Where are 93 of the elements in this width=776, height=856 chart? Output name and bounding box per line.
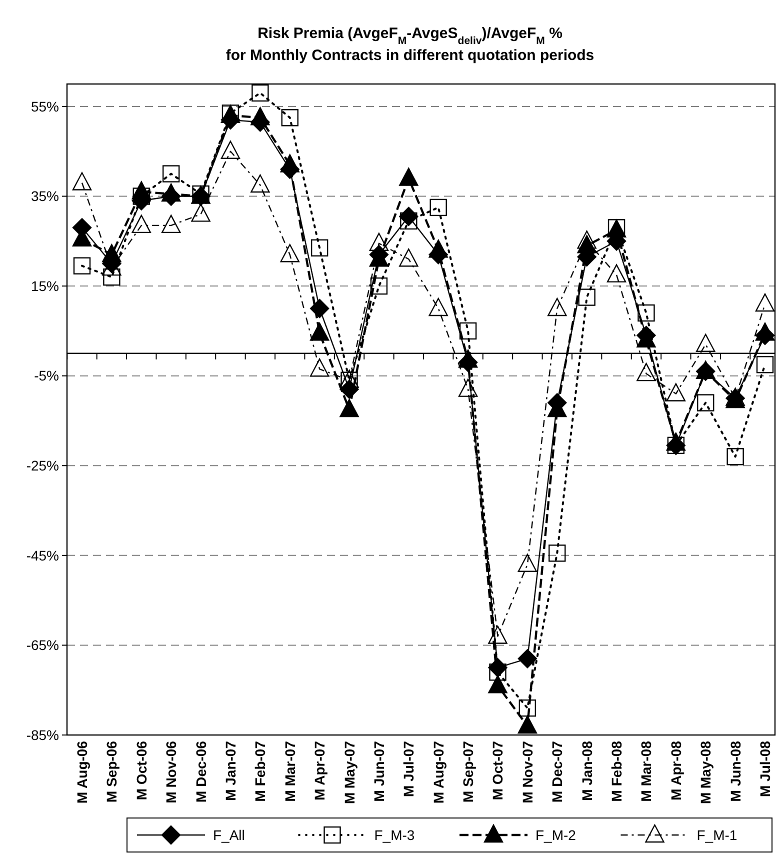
x-tick-label: M May-07 [341,740,358,804]
x-tick-label: M Dec-06 [192,740,209,802]
x-tick-label: M Jul-08 [757,740,773,798]
legend-label: F_M-3 [374,826,415,843]
point [161,183,181,202]
point [726,448,744,466]
x-tick-label: M Jun-08 [727,740,744,802]
point [428,240,448,258]
point [606,264,626,282]
point [399,248,418,267]
point [458,350,478,368]
point [310,322,330,341]
y-tick-label: 15% [30,278,59,294]
x-tick-label: M Mar-08 [638,740,654,802]
y-tick-label: -5% [34,368,59,384]
point [220,140,240,159]
point [458,378,478,397]
point [132,181,151,200]
y-tick-label: -25% [26,458,59,474]
point [310,239,328,256]
x-tick-label: M Nov-06 [163,740,180,804]
y-tick-label: 55% [30,98,59,114]
point [518,554,538,572]
legend-label: F_M-2 [536,826,576,843]
point [281,109,298,126]
point [696,334,716,352]
y-tick-label: 35% [30,188,59,204]
x-tick-label: M Oct-07 [490,740,506,800]
x-tick-label: M May-08 [698,740,714,804]
point [488,675,508,694]
point [369,232,389,251]
x-tick-label: M Dec-07 [549,740,566,802]
x-tick-label: M Jan-07 [222,740,238,801]
point [73,257,91,274]
point [280,154,300,172]
point [578,288,596,306]
point [161,214,181,234]
point [280,244,300,262]
x-tick-label: M Sep-06 [104,740,120,802]
y-tick-label: -65% [26,637,59,654]
point [577,235,596,254]
point [250,174,270,193]
point [577,230,596,249]
point [310,298,330,318]
y-tick-label: -45% [26,547,59,564]
point [400,212,418,230]
point [103,268,120,286]
x-tick-label: M Jan-08 [578,740,595,801]
x-tick-label: M Apr-08 [668,740,684,800]
x-tick-label: M Aug-06 [74,740,90,804]
point [132,188,150,205]
x-tick-label: M Feb-08 [608,740,625,802]
x-tick-label: M Jul-07 [400,740,417,798]
x-tick-label: M Jun-07 [370,740,387,802]
point [102,244,122,262]
point [638,304,655,322]
point [755,322,775,341]
x-tick-label: M Aug-07 [430,740,446,804]
point [636,362,656,382]
point [459,322,477,340]
x-tick-label: M Nov-07 [519,740,536,804]
chart-title: Risk Premia (AvgeF$_{M}$-AvgeS$_{deliv}$)/AvgeF$_{M}$ % for Monthly Contracts in different quotation periods [226,25,594,64]
point [518,699,536,717]
legend-label: F_M-1 [696,826,738,843]
point [489,664,506,681]
point [430,198,447,216]
point [488,626,508,644]
point [250,107,270,126]
point [428,298,448,316]
point [399,168,418,186]
point [756,356,774,374]
x-tick-label: M Oct-06 [133,740,150,800]
legend-label: F_All [213,826,245,843]
point [697,394,714,412]
point [370,277,388,295]
point [162,165,180,182]
point [518,649,538,668]
x-tick-label: M Mar-07 [282,740,298,802]
point [310,358,330,377]
point [340,398,359,418]
x-tick-label: M Feb-07 [252,740,268,802]
point [666,383,686,402]
point [72,172,92,190]
x-tick-label: M Sep-07 [460,740,476,802]
point [132,214,151,234]
x-tick-label: M Apr-07 [312,740,328,800]
point [518,715,538,734]
point [548,544,566,562]
y-tick-label: -85% [26,726,59,743]
point [252,84,269,102]
point [548,298,567,316]
point [191,204,210,222]
point [755,293,775,312]
